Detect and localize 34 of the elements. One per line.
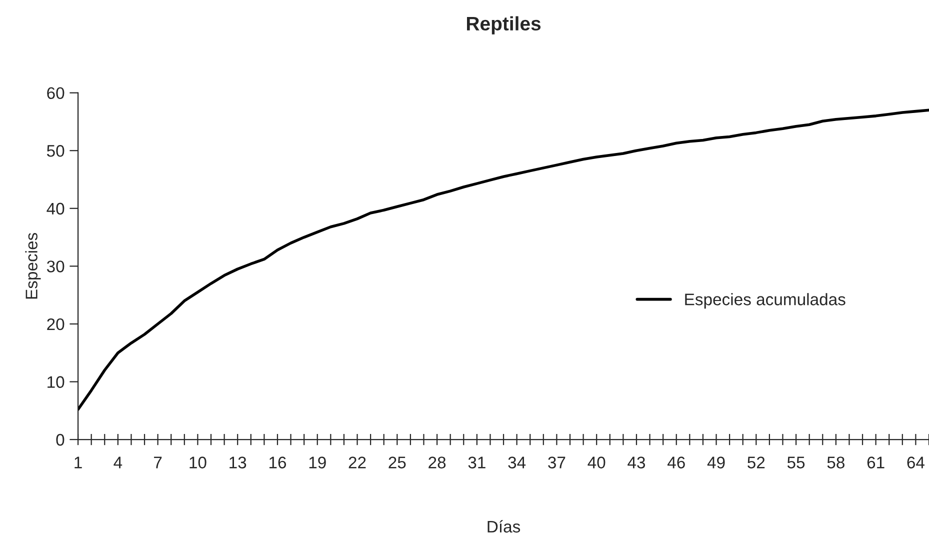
line-series <box>78 108 929 411</box>
x-tick-label: 61 <box>867 456 884 468</box>
x-tick-label: 10 <box>190 456 206 468</box>
y-tick-label: 50 <box>46 145 64 157</box>
legend-label: Especies acumuladas <box>685 293 846 309</box>
x-tick-label: 1 <box>74 456 82 468</box>
x-tick-label: 37 <box>548 456 566 468</box>
x-tick-label: 46 <box>667 456 685 468</box>
x-tick-label: 13 <box>230 456 246 468</box>
y-tick-label: 0 <box>56 434 64 446</box>
x-tick-label: 4 <box>114 456 122 468</box>
x-tick-label: 34 <box>508 456 526 468</box>
y-tick-label: 10 <box>48 376 64 388</box>
x-tick-label: 7 <box>154 456 162 468</box>
y-tick-label: 20 <box>47 318 64 330</box>
x-tick-label: 16 <box>269 456 286 468</box>
x-tick-label: 25 <box>388 456 406 468</box>
x-axis-title: Días <box>488 520 520 533</box>
y-tick-label: 60 <box>47 87 64 100</box>
x-tick-label: 64 <box>907 456 924 468</box>
x-tick-label: 22 <box>348 456 366 468</box>
y-tick-label: 30 <box>46 260 64 272</box>
x-tick-label: 40 <box>588 456 606 468</box>
x-tick-label: 43 <box>628 456 646 468</box>
x-tick-label: 52 <box>748 456 765 468</box>
x-tick-label: 55 <box>787 456 805 468</box>
chart-title: Reptiles <box>467 16 541 34</box>
y-tick-label: 40 <box>46 202 64 215</box>
x-tick-label: 28 <box>428 456 446 468</box>
y-axis-title: Especies <box>25 232 41 299</box>
x-tick-label: 19 <box>309 456 326 468</box>
x-tick-label: 31 <box>468 456 486 468</box>
x-tick-label: 58 <box>827 456 844 468</box>
x-tick-label: 49 <box>707 456 725 468</box>
